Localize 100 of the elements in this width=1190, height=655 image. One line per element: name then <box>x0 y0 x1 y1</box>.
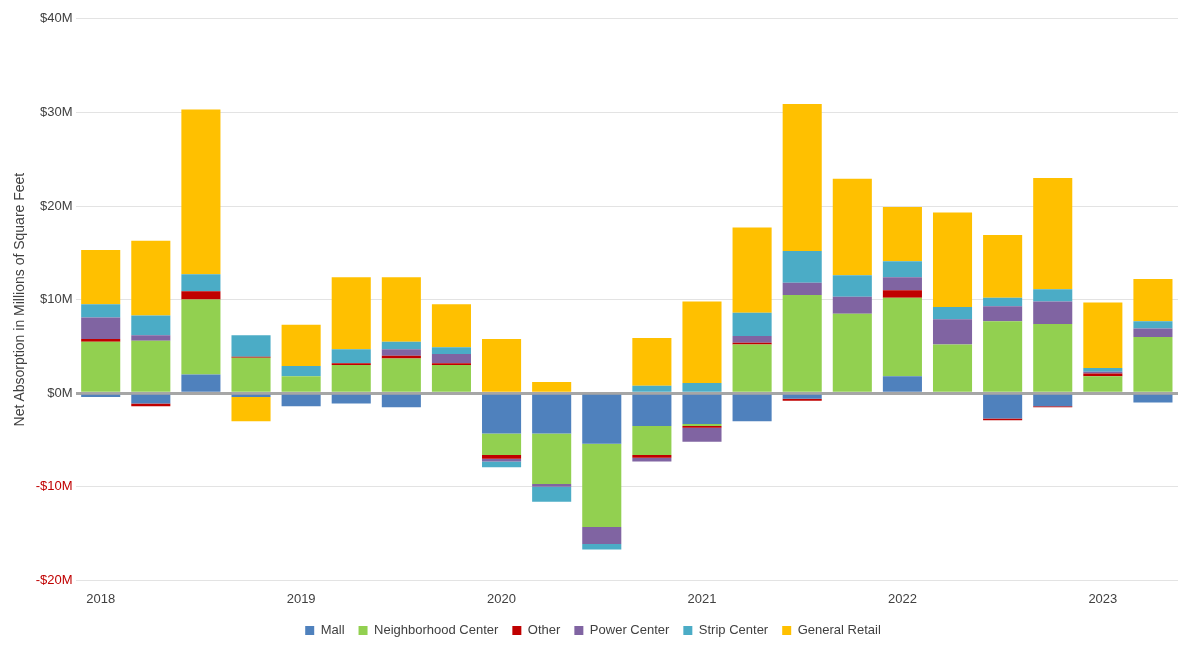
bar <box>1083 367 1123 372</box>
bar <box>431 353 471 364</box>
y-tick-label: $30M <box>40 103 73 119</box>
bar <box>582 527 622 544</box>
bar <box>231 357 271 392</box>
bar <box>832 296 872 314</box>
bar <box>181 299 221 375</box>
bar <box>732 312 772 337</box>
bar <box>81 317 121 339</box>
bar <box>381 358 421 392</box>
bar <box>181 109 221 275</box>
bar <box>1033 323 1073 392</box>
bar <box>131 340 171 392</box>
bar <box>181 274 221 292</box>
bar <box>983 235 1023 298</box>
bar <box>131 240 171 316</box>
bar <box>381 355 421 359</box>
bar <box>81 249 121 305</box>
bar <box>782 250 822 283</box>
x-tick-label: 2023 <box>1088 590 1118 606</box>
bar <box>632 457 672 462</box>
bar <box>632 394 672 426</box>
y-axis-title: Net Absorption in Millions of Square Feet <box>11 172 28 427</box>
bar <box>231 335 271 357</box>
legend-label: Power Center <box>589 622 671 638</box>
bar <box>732 344 772 392</box>
bar <box>983 394 1023 419</box>
bar <box>882 277 922 291</box>
bar <box>932 212 973 308</box>
bar <box>532 394 572 434</box>
bar <box>431 304 471 348</box>
bar <box>632 425 672 455</box>
y-tick-label: $20M <box>40 197 73 213</box>
bar <box>482 394 522 434</box>
bar <box>1083 376 1123 392</box>
bar <box>732 394 772 422</box>
bar <box>482 338 522 392</box>
bar <box>632 454 672 458</box>
legend-label: Strip Center <box>698 622 769 638</box>
bar <box>882 261 922 278</box>
bar <box>1133 337 1173 392</box>
bar <box>381 349 421 356</box>
bar <box>983 321 1023 392</box>
bar <box>281 324 321 367</box>
bar <box>532 483 572 487</box>
bar <box>932 319 973 345</box>
bar <box>81 338 121 342</box>
bar <box>331 277 371 350</box>
bar <box>431 365 471 392</box>
bar <box>732 227 772 313</box>
y-tick-label: $0M <box>47 384 73 400</box>
bar <box>582 543 622 550</box>
bar <box>983 306 1023 322</box>
bar <box>231 394 271 397</box>
x-tick-label: 2018 <box>86 590 116 606</box>
bar <box>682 394 722 425</box>
bar <box>682 301 722 383</box>
bar <box>131 394 171 404</box>
bar <box>482 433 522 455</box>
legend-label: Mall <box>320 622 345 638</box>
x-tick-label: 2019 <box>286 590 316 606</box>
bar <box>1083 302 1123 368</box>
bar <box>582 443 622 528</box>
bar <box>1133 279 1173 322</box>
legend-label: Neighborhood Center <box>374 622 500 638</box>
bar <box>131 315 171 336</box>
bar <box>983 297 1023 307</box>
bar <box>131 403 171 407</box>
bar <box>932 307 973 320</box>
bar <box>1133 394 1173 403</box>
bar <box>331 394 371 404</box>
bar <box>782 294 822 392</box>
bar <box>281 376 321 392</box>
bar <box>832 178 872 276</box>
bar <box>331 349 371 364</box>
bar <box>882 376 922 392</box>
bar <box>532 433 572 484</box>
bar <box>81 341 121 392</box>
bar <box>732 336 772 343</box>
legend-label: General Retail <box>797 622 881 638</box>
bar <box>181 291 221 300</box>
legend-label: Other <box>527 622 562 638</box>
bar <box>181 374 221 392</box>
bar <box>281 366 321 377</box>
bar <box>882 206 922 262</box>
bar <box>381 277 421 342</box>
y-tick-label: -$10M <box>35 478 73 494</box>
bar <box>782 282 822 295</box>
x-tick-label: 2021 <box>687 590 717 606</box>
bar <box>131 335 171 341</box>
bar <box>632 385 672 392</box>
bar <box>682 427 722 442</box>
bar <box>632 337 672 386</box>
bar <box>381 341 421 350</box>
bar <box>431 347 471 354</box>
x-tick-label: 2020 <box>487 590 517 606</box>
bar <box>1033 394 1073 407</box>
bar <box>231 396 271 422</box>
bar <box>1033 301 1073 324</box>
bar <box>532 486 572 502</box>
